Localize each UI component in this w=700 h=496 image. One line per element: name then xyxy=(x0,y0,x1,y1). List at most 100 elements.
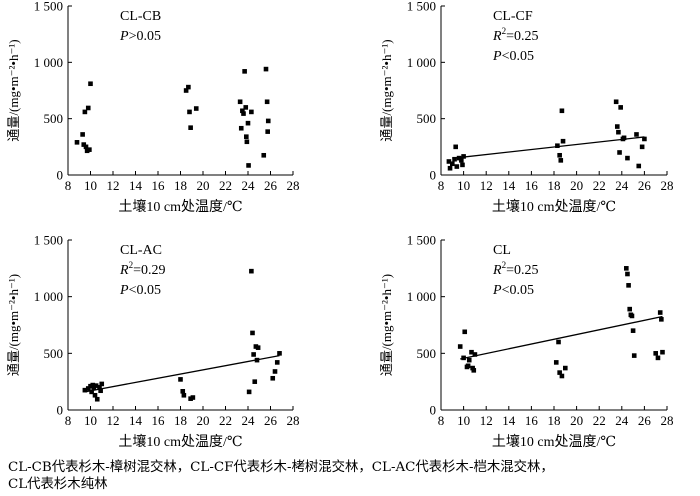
x-tick-label: 10 xyxy=(84,178,97,193)
data-point xyxy=(87,147,92,152)
x-tick-label: 22 xyxy=(593,413,606,428)
data-point xyxy=(265,118,271,124)
x-tick-label: 10 xyxy=(457,413,470,428)
data-point xyxy=(97,385,102,390)
stat-line: P<0.05 xyxy=(492,49,534,64)
stat-symbol: R xyxy=(492,29,502,44)
x-tick-label: 20 xyxy=(197,413,210,428)
data-point xyxy=(559,108,565,114)
x-axis-label: 土壤10 cm处温度/℃ xyxy=(492,433,616,450)
data-point xyxy=(88,81,93,87)
panel-cl-cf: 8 10 12 14 16 18 20 22 24 26 28 0 500 1 000 1 500 土壤10 … xyxy=(379,0,674,215)
data-point xyxy=(657,310,663,315)
data-point xyxy=(243,105,249,110)
data-point xyxy=(659,317,664,322)
data-point xyxy=(180,389,186,394)
stat-line: P<0.05 xyxy=(119,283,161,298)
data-point xyxy=(245,120,251,126)
stat-symbol: R xyxy=(119,263,129,278)
x-tick-label: 26 xyxy=(638,413,652,428)
figure-caption: CL-CB代表杉木-樟树混交林，CL-CF代表杉木-栲树混交林，CL-AC代表杉… xyxy=(8,459,694,493)
stat-symbol: P xyxy=(119,29,129,44)
stat-value: =0.29 xyxy=(133,263,165,278)
data-point xyxy=(94,396,100,402)
stat-line: P>0.05 xyxy=(119,29,161,44)
x-tick-label: 8 xyxy=(438,178,445,193)
x-tick-label: 18 xyxy=(548,413,561,428)
data-point xyxy=(250,330,255,336)
stat-symbol: P xyxy=(492,283,502,298)
data-point xyxy=(98,388,103,394)
data-point xyxy=(246,163,251,168)
data-point xyxy=(560,138,566,144)
x-tick-label: 16 xyxy=(152,413,166,428)
stat-superscript: 2 xyxy=(502,26,507,36)
x-tick-label: 20 xyxy=(197,178,210,193)
data-point xyxy=(634,132,639,137)
data-point xyxy=(558,158,564,163)
stat-value: =0.25 xyxy=(506,263,538,278)
data-point xyxy=(630,328,636,333)
stat-value: >0.05 xyxy=(129,29,161,44)
x-axis-label: 土壤10 cm处温度/℃ xyxy=(118,198,242,215)
y-tick-label: 0 xyxy=(57,168,64,183)
data-point xyxy=(660,349,665,355)
x-tick-label: 20 xyxy=(570,178,583,193)
x-tick-label: 16 xyxy=(152,178,166,193)
data-point xyxy=(621,135,627,141)
panel-title: CL-CB xyxy=(120,9,161,24)
data-point xyxy=(89,389,94,395)
data-point xyxy=(461,154,466,159)
x-tick-label: 24 xyxy=(242,178,256,193)
x-tick-label: 14 xyxy=(129,178,143,193)
data-point xyxy=(627,306,633,312)
panel-cl-cb: 8 10 12 14 16 18 20 22 24 26 28 0 500 1 000 1 500 土壤10 … xyxy=(6,0,300,215)
y-tick-label: 1 000 xyxy=(407,55,436,70)
y-tick-label: 500 xyxy=(44,346,64,361)
x-tick-label: 28 xyxy=(287,178,300,193)
data-point xyxy=(466,357,472,363)
x-tick-label: 12 xyxy=(480,413,493,428)
data-point xyxy=(244,134,249,139)
stat-value: <0.05 xyxy=(502,283,534,298)
y-tick-label: 500 xyxy=(44,111,64,126)
data-point xyxy=(237,99,243,105)
x-tick-label: 8 xyxy=(65,178,72,193)
data-point xyxy=(93,383,99,388)
data-point xyxy=(82,387,88,393)
data-point xyxy=(557,152,562,158)
data-point xyxy=(277,351,282,356)
fit-line xyxy=(460,315,663,360)
data-point xyxy=(631,353,637,358)
x-axis-label: 土壤10 cm处温度/℃ xyxy=(492,198,616,215)
data-point xyxy=(642,136,647,142)
data-point xyxy=(553,360,559,365)
y-tick-label: 500 xyxy=(417,111,437,126)
y-tick-label: 1 500 xyxy=(407,233,436,248)
data-point xyxy=(85,105,91,111)
panel-title: CL-CF xyxy=(493,9,533,24)
data-point xyxy=(460,162,465,168)
data-point xyxy=(457,344,463,349)
x-tick-label: 16 xyxy=(525,413,539,428)
y-axis-label: 通量/(mg•m⁻²•h⁻¹) xyxy=(6,274,21,376)
data-point xyxy=(242,69,247,74)
x-tick-label: 22 xyxy=(593,178,606,193)
data-point xyxy=(255,345,261,350)
y-axis-label: 通量/(mg•m⁻²•h⁻¹) xyxy=(379,274,394,376)
data-point xyxy=(249,268,254,274)
x-tick-label: 14 xyxy=(502,178,516,193)
data-point xyxy=(264,99,270,105)
panel-title: CL-AC xyxy=(120,243,162,258)
data-point xyxy=(187,109,192,115)
panel-title: CL xyxy=(493,243,511,258)
data-point xyxy=(188,125,193,130)
data-point xyxy=(183,88,189,93)
data-point xyxy=(452,156,457,162)
data-point xyxy=(274,360,280,365)
stat-symbol: P xyxy=(492,49,502,64)
data-point xyxy=(450,161,455,167)
data-point xyxy=(459,158,464,163)
stat-symbol: R xyxy=(492,263,502,278)
